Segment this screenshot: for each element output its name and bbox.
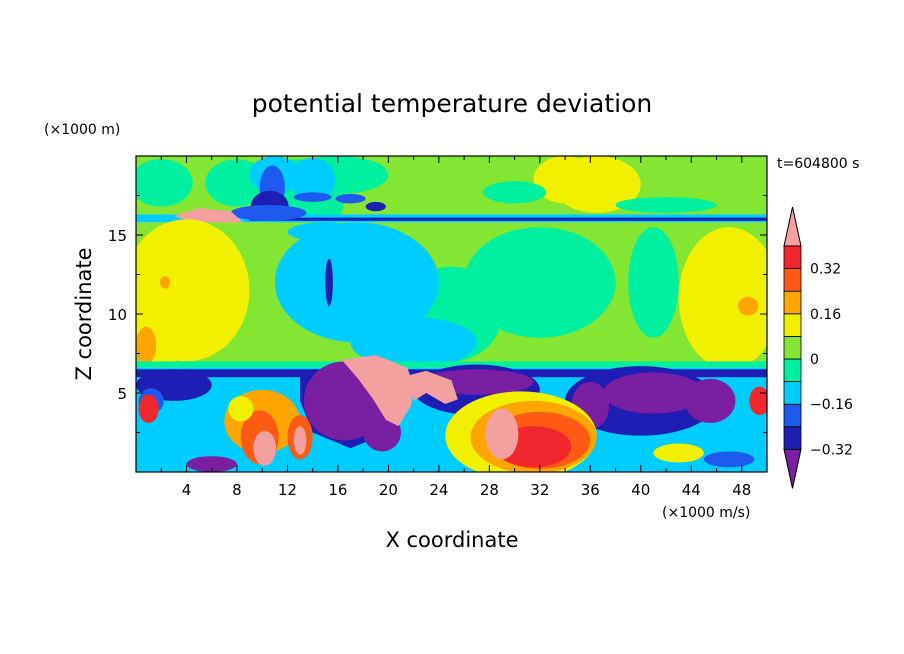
- x-tick-label: 20: [379, 481, 398, 499]
- cold-anomaly: [602, 372, 704, 414]
- colorbar-level: [783, 268, 802, 292]
- x-tick-label: 16: [328, 481, 347, 499]
- contour-region: [552, 156, 641, 213]
- colorbar-level: [783, 426, 802, 450]
- middle-low-band: [136, 361, 767, 368]
- contour-region: [293, 192, 332, 202]
- contour-region: [365, 201, 386, 212]
- x-unit-label: (×1000 m/s): [662, 505, 750, 521]
- contour-region: [464, 227, 616, 338]
- contour-region: [287, 222, 364, 242]
- colorbar-tick-label: −0.32: [810, 442, 853, 458]
- time-label: t=604800 s: [777, 156, 859, 172]
- warm-anomaly: [485, 408, 519, 460]
- warm-anomaly: [253, 430, 277, 466]
- contour-region: [136, 326, 157, 365]
- x-tick-label: 24: [429, 481, 448, 499]
- contour-region: [737, 296, 759, 316]
- colorbar-tick-label: 0.16: [810, 307, 841, 323]
- colorbar-level: [783, 335, 802, 360]
- contour-field: [136, 156, 767, 472]
- contour-region: [228, 396, 254, 422]
- y-tick-label: 5: [117, 385, 127, 403]
- contour-region: [483, 181, 547, 204]
- contour-region: [289, 157, 336, 202]
- contour-region: [678, 227, 767, 370]
- x-tick-label: 40: [631, 481, 650, 499]
- colorbar-tick-label: 0: [810, 352, 819, 368]
- contour-region: [138, 394, 159, 424]
- warm-anomaly: [293, 426, 307, 455]
- colorbar-level: [783, 403, 802, 428]
- contour-region: [335, 193, 366, 204]
- contour-region: [653, 443, 704, 463]
- colorbar-level: [783, 313, 802, 337]
- contour-region: [230, 204, 307, 221]
- colorbar: 0.32 0.16 0 −0.16 −0.32: [783, 206, 853, 489]
- x-tick-label: 4: [182, 481, 192, 499]
- cold-anomaly: [363, 413, 402, 452]
- x-axis-label: X coordinate: [385, 528, 518, 552]
- x-tick-label: 36: [581, 481, 600, 499]
- tropopause-line: [249, 217, 767, 221]
- colorbar-tick-label: 0.32: [810, 262, 841, 278]
- y-tick-label: 15: [108, 227, 127, 245]
- contour-region: [325, 258, 333, 307]
- y-tick-label: 10: [108, 306, 127, 324]
- x-tick-label: 48: [732, 481, 751, 499]
- colorbar-tick-label: −0.16: [810, 397, 853, 413]
- cold-anomaly: [684, 378, 736, 424]
- cold-anomaly: [186, 456, 237, 472]
- contour-region: [159, 276, 171, 289]
- colorbar-bottom-arrow: [783, 448, 802, 489]
- x-axis: 4 8 12 16 20 24 28 32 36 40 44 48: [160, 156, 751, 499]
- contour-region: [703, 451, 755, 468]
- y-unit-label: (×1000 m): [44, 122, 120, 138]
- x-tick-label: 32: [530, 481, 549, 499]
- contour-region: [350, 317, 477, 368]
- contour-region: [628, 227, 679, 338]
- y-axis-label: Z coordinate: [72, 247, 96, 380]
- x-tick-label: 8: [232, 481, 242, 499]
- warm-anomaly: [341, 355, 414, 427]
- warm-anomaly: [407, 370, 458, 405]
- colorbar-level: [783, 358, 802, 383]
- contour-region: [274, 222, 439, 343]
- colorbar-level: [783, 381, 802, 405]
- x-tick-label: 28: [480, 481, 499, 499]
- colorbar-level: [783, 290, 802, 315]
- x-tick-label: 44: [682, 481, 701, 499]
- y-axis: 5 10 15: [108, 195, 767, 433]
- x-tick-label: 12: [278, 481, 297, 499]
- contour-region: [136, 159, 193, 207]
- chart-title: potential temperature deviation: [252, 89, 652, 118]
- colorbar-top-arrow: [783, 206, 802, 247]
- contour-region: [615, 197, 717, 213]
- colorbar-level: [783, 245, 802, 270]
- contour-region: [749, 386, 767, 416]
